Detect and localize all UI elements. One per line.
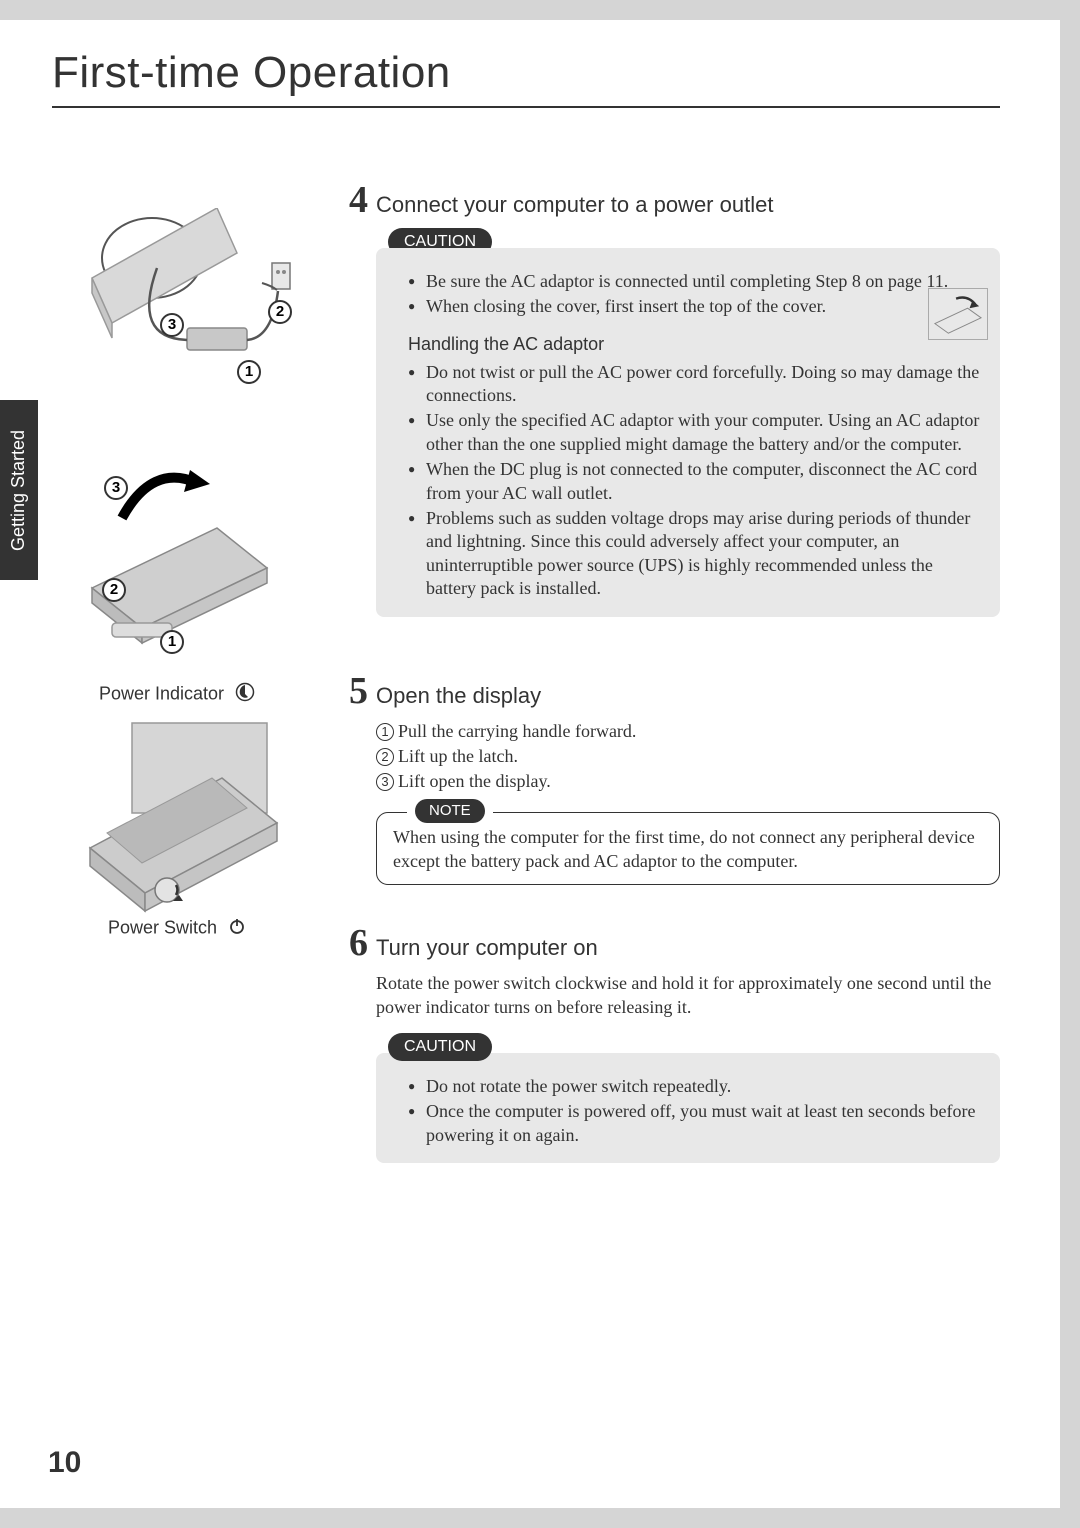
caution-box-2: Do not rotate the power switch repeatedl… — [376, 1053, 1000, 1163]
step-5-body: 1Pull the carrying handle forward. 2Lift… — [376, 719, 1000, 885]
caution-box-1: Be sure the AC adaptor is connected unti… — [376, 248, 1000, 617]
note-pill: NOTE — [407, 799, 493, 823]
page-title: First-time Operation — [52, 48, 1000, 108]
handling-subheading: Handling the AC adaptor — [408, 332, 982, 356]
left-column: 3 2 1 3 2 1 Pow — [52, 178, 302, 1179]
page-number: 10 — [48, 1446, 81, 1480]
manual-page: First-time Operation Getting Started 3 — [0, 20, 1060, 1508]
note-text: When using the computer for the first ti… — [393, 827, 975, 871]
step-6-body: Rotate the power switch clockwise and ho… — [376, 971, 1000, 1163]
right-column: 4 Connect your computer to a power outle… — [332, 178, 1000, 1179]
step-4-body: CAUTION Be sure the AC adaptor is connec… — [376, 228, 1000, 617]
sidebar-tab: Getting Started — [0, 400, 38, 580]
list-item: Use only the specified AC adaptor with y… — [408, 409, 982, 456]
step-title-5: Open the display — [376, 683, 541, 709]
step-4-header: 4 Connect your computer to a power outle… — [332, 178, 1000, 222]
step-5-substeps: 1Pull the carrying handle forward. 2Lift… — [376, 719, 1000, 795]
list-item: 3Lift open the display. — [376, 769, 1000, 794]
note-box: NOTE When using the computer for the fir… — [376, 812, 1000, 885]
diagram-open-display: 3 2 1 — [62, 458, 282, 658]
step-title-6: Turn your computer on — [376, 935, 598, 961]
list-item: Problems such as sudden voltage drops ma… — [408, 507, 982, 601]
step-num-5: 5 — [332, 669, 368, 713]
label-power-switch: Power Switch — [52, 917, 302, 940]
list-item: 1Pull the carrying handle forward. — [376, 719, 1000, 744]
step-5-header: 5 Open the display — [332, 669, 1000, 713]
list-item: Do not rotate the power switch repeatedl… — [408, 1075, 982, 1098]
power-indicator-icon — [235, 682, 255, 707]
list-item: Once the computer is powered off, you mu… — [408, 1100, 982, 1147]
step-num-4: 4 — [332, 178, 368, 222]
label-power-indicator: Power Indicator — [52, 682, 302, 707]
list-item: When the DC plug is not connected to the… — [408, 458, 982, 505]
list-item: When closing the cover, first insert the… — [408, 295, 982, 318]
caution-pill: CAUTION — [388, 1033, 492, 1061]
diagram-power-switch — [72, 713, 292, 913]
cover-insert-icon — [928, 288, 988, 340]
step-title-4: Connect your computer to a power outlet — [376, 192, 773, 218]
handling-list: Do not twist or pull the AC power cord f… — [394, 361, 982, 601]
caution-2-list: Do not rotate the power switch repeatedl… — [394, 1075, 982, 1147]
step-6-header: 6 Turn your computer on — [332, 921, 1000, 965]
content-area: 3 2 1 3 2 1 Pow — [52, 178, 1000, 1179]
list-item: Be sure the AC adaptor is connected unti… — [408, 270, 982, 293]
sidebar-tab-label: Getting Started — [9, 429, 30, 550]
diagram-ac-adaptor: 3 2 1 — [72, 208, 302, 378]
power-icon — [228, 917, 246, 940]
list-item: Do not twist or pull the AC power cord f… — [408, 361, 982, 408]
caution-1-list: Be sure the AC adaptor is connected unti… — [394, 270, 982, 319]
list-item: 2Lift up the latch. — [376, 744, 1000, 769]
step-num-6: 6 — [332, 921, 368, 965]
step-6-intro: Rotate the power switch clockwise and ho… — [376, 971, 1000, 1020]
